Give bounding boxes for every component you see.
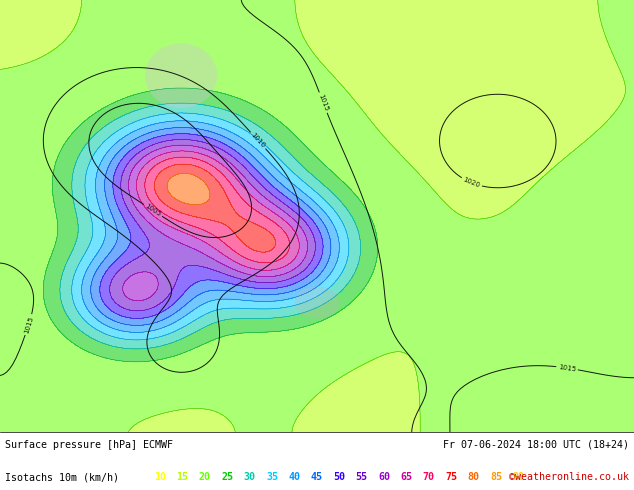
Text: 85: 85 [490,472,502,482]
Text: 1015: 1015 [558,364,576,372]
Text: 15: 15 [176,472,188,482]
Text: 1015: 1015 [23,315,34,334]
Text: 80: 80 [467,472,479,482]
Ellipse shape [145,43,217,108]
Text: 25: 25 [221,472,233,482]
Text: ©weatheronline.co.uk: ©weatheronline.co.uk [509,472,629,482]
Text: 10: 10 [154,472,166,482]
Ellipse shape [294,286,340,318]
Text: Isotachs 10m (km/h): Isotachs 10m (km/h) [5,472,119,482]
Text: 90: 90 [512,472,524,482]
Text: 65: 65 [400,472,412,482]
Text: 60: 60 [378,472,390,482]
Text: 45: 45 [311,472,323,482]
Text: 20: 20 [199,472,211,482]
Text: 1015: 1015 [317,93,329,112]
Text: 50: 50 [333,472,345,482]
Text: 55: 55 [356,472,368,482]
Text: 40: 40 [288,472,301,482]
Text: Surface pressure [hPa] ECMWF: Surface pressure [hPa] ECMWF [5,440,173,450]
Text: 1010: 1010 [250,132,266,149]
Text: 75: 75 [445,472,457,482]
Text: 35: 35 [266,472,278,482]
Text: 1005: 1005 [144,203,162,218]
Text: Fr 07-06-2024 18:00 UTC (18+24): Fr 07-06-2024 18:00 UTC (18+24) [443,440,629,450]
Text: 1020: 1020 [462,176,481,189]
Text: 70: 70 [423,472,435,482]
Text: 30: 30 [243,472,256,482]
